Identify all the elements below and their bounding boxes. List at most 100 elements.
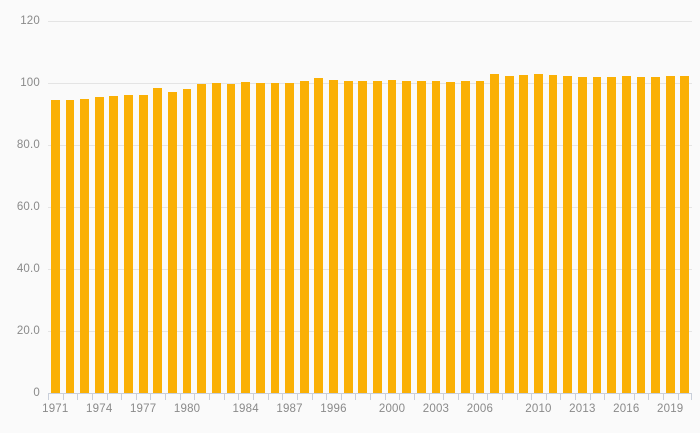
x-label-slot: 2003 xyxy=(423,403,449,423)
bar-slot[interactable] xyxy=(180,21,195,393)
bar[interactable] xyxy=(680,75,690,393)
bar[interactable] xyxy=(446,81,455,393)
bar-slot[interactable] xyxy=(678,21,693,393)
bar-series xyxy=(48,21,692,393)
bar[interactable] xyxy=(124,95,133,393)
x-label-slot xyxy=(399,403,414,423)
bar-slot[interactable] xyxy=(63,21,78,393)
bar-slot[interactable] xyxy=(121,21,136,393)
bar[interactable] xyxy=(168,91,177,393)
bar-slot[interactable] xyxy=(473,21,488,393)
bar[interactable] xyxy=(211,83,221,393)
bar-slot[interactable] xyxy=(385,21,400,393)
bar[interactable] xyxy=(182,88,192,393)
bar[interactable] xyxy=(504,75,514,393)
bar[interactable] xyxy=(314,78,324,393)
bar[interactable] xyxy=(416,81,426,393)
bar-slot[interactable] xyxy=(48,21,63,393)
bar-slot[interactable] xyxy=(414,21,429,393)
x-axis-tick xyxy=(77,393,92,400)
bar[interactable] xyxy=(358,80,368,393)
bar[interactable] xyxy=(607,76,617,393)
bar[interactable] xyxy=(329,79,338,393)
bar[interactable] xyxy=(197,84,207,393)
bar[interactable] xyxy=(534,74,543,393)
bar[interactable] xyxy=(636,76,646,393)
bar[interactable] xyxy=(255,82,265,393)
bar-slot[interactable] xyxy=(92,21,107,393)
bar-slot[interactable] xyxy=(619,21,634,393)
bar[interactable] xyxy=(519,74,529,393)
bar-slot[interactable] xyxy=(429,21,444,393)
bar[interactable] xyxy=(80,98,89,393)
bar[interactable] xyxy=(138,94,148,393)
bar-slot[interactable] xyxy=(107,21,122,393)
bar-slot[interactable] xyxy=(370,21,385,393)
bar[interactable] xyxy=(241,82,251,393)
bar-slot[interactable] xyxy=(487,21,502,393)
plot-area xyxy=(48,21,692,393)
bar[interactable] xyxy=(490,74,499,393)
bar[interactable] xyxy=(94,96,104,393)
bar-slot[interactable] xyxy=(268,21,283,393)
bar[interactable] xyxy=(431,81,441,393)
bar[interactable] xyxy=(460,80,470,393)
bar-slot[interactable] xyxy=(77,21,92,393)
x-axis-tick xyxy=(135,393,151,400)
bar-slot[interactable] xyxy=(355,21,370,393)
bar-slot[interactable] xyxy=(136,21,151,393)
x-axis-label: 2000 xyxy=(378,403,406,415)
bar-slot[interactable] xyxy=(165,21,180,393)
x-axis-tick xyxy=(355,393,370,400)
bar-slot[interactable] xyxy=(531,21,546,393)
bar-slot[interactable] xyxy=(560,21,575,393)
x-axis-tick xyxy=(457,393,473,400)
bar[interactable] xyxy=(402,81,412,393)
bar-slot[interactable] xyxy=(648,21,663,393)
bar-slot[interactable] xyxy=(312,21,327,393)
bar-slot[interactable] xyxy=(546,21,561,393)
bar[interactable] xyxy=(65,100,75,393)
bar[interactable] xyxy=(592,76,602,393)
bar-slot[interactable] xyxy=(590,21,605,393)
bar-slot[interactable] xyxy=(194,21,209,393)
bar-slot[interactable] xyxy=(663,21,678,393)
bar-slot[interactable] xyxy=(326,21,341,393)
bar[interactable] xyxy=(387,79,397,393)
bar[interactable] xyxy=(577,76,587,393)
bar[interactable] xyxy=(475,81,485,393)
bar[interactable] xyxy=(299,81,309,393)
bar-slot[interactable] xyxy=(604,21,619,393)
bar-slot[interactable] xyxy=(341,21,356,393)
bar-slot[interactable] xyxy=(238,21,253,393)
bar-slot[interactable] xyxy=(224,21,239,393)
bar-slot[interactable] xyxy=(253,21,268,393)
bar-slot[interactable] xyxy=(575,21,590,393)
bar[interactable] xyxy=(665,76,675,393)
bar[interactable] xyxy=(548,74,558,393)
bar[interactable] xyxy=(50,100,60,393)
bar[interactable] xyxy=(285,82,294,393)
bar-slot[interactable] xyxy=(517,21,532,393)
bar-slot[interactable] xyxy=(502,21,517,393)
bar[interactable] xyxy=(651,76,660,393)
bar[interactable] xyxy=(270,83,280,393)
bar[interactable] xyxy=(621,75,631,393)
x-axis-tick xyxy=(443,393,458,400)
bar[interactable] xyxy=(563,75,573,393)
bar[interactable] xyxy=(343,81,353,393)
x-axis-tick xyxy=(267,393,283,400)
bar-slot[interactable] xyxy=(399,21,414,393)
x-axis-tick xyxy=(677,393,693,400)
bar[interactable] xyxy=(153,87,163,393)
bar-slot[interactable] xyxy=(458,21,473,393)
bar-slot[interactable] xyxy=(443,21,458,393)
bar-slot[interactable] xyxy=(209,21,224,393)
bar[interactable] xyxy=(226,84,236,393)
bar-slot[interactable] xyxy=(297,21,312,393)
bar[interactable] xyxy=(109,96,119,393)
bar-slot[interactable] xyxy=(282,21,297,393)
bar-slot[interactable] xyxy=(150,21,165,393)
bar[interactable] xyxy=(373,81,382,393)
bar-slot[interactable] xyxy=(634,21,649,393)
